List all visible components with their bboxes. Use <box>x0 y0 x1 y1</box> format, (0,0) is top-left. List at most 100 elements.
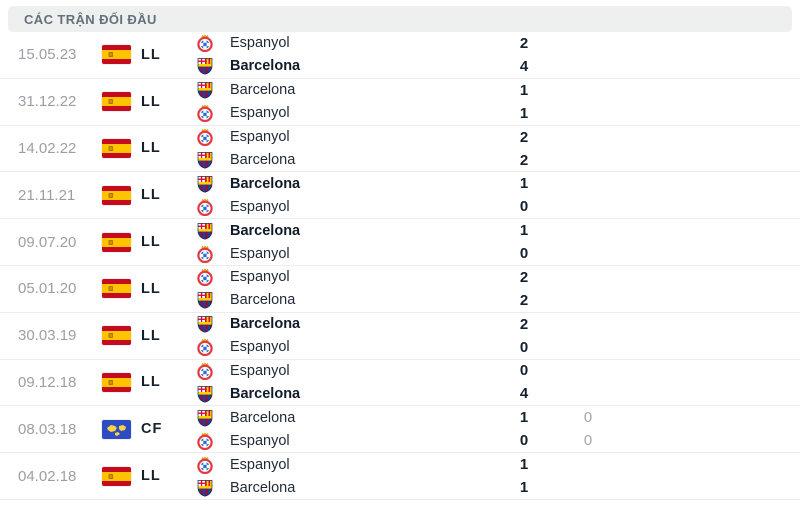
match-date: 08.03.18 <box>18 420 77 438</box>
away-team-score: 0 <box>519 432 529 450</box>
home-team-name: Barcelona <box>230 222 301 239</box>
competition-label: LL <box>141 187 161 204</box>
espanyol-logo-icon <box>196 128 214 146</box>
barcelona-logo-icon <box>196 291 214 309</box>
home-team-name: Espanyol <box>230 269 290 286</box>
competition: LL <box>102 185 194 205</box>
home-team-line: Espanyol 2 <box>194 32 800 55</box>
espanyol-logo-icon <box>196 34 214 53</box>
spain-flag-icon <box>102 185 131 205</box>
espanyol-logo-icon <box>196 432 214 450</box>
home-team-score: 1 <box>519 409 529 427</box>
away-team-score: 1 <box>519 104 529 122</box>
spain-flag-icon <box>102 279 131 299</box>
match-row[interactable]: 15.05.23 LL Espanyol 2 Barcelona 4 <box>0 32 800 79</box>
match-date: 30.03.19 <box>18 327 77 345</box>
home-team-line: Barcelona 1 0 <box>194 406 800 429</box>
spain-flag-icon <box>102 326 131 346</box>
espanyol-logo-icon <box>196 338 214 357</box>
home-team-line: Barcelona 1 <box>194 79 800 102</box>
home-team-name: Espanyol <box>230 35 290 52</box>
match-row[interactable]: 30.03.19 LL Barcelona 2 Espanyol 0 <box>0 313 800 360</box>
match-date: 21.11.21 <box>18 186 76 204</box>
espanyol-logo-icon <box>196 362 214 380</box>
competition: LL <box>102 326 194 346</box>
spain-flag-icon <box>102 372 131 392</box>
away-team-score: 2 <box>519 151 529 169</box>
away-team-name: Espanyol <box>230 105 290 122</box>
competition: LL <box>102 92 194 112</box>
competition: LL <box>102 279 194 299</box>
spain-flag-icon <box>102 92 131 112</box>
head-to-head-widget: CÁC TRẬN ĐỐI ĐẦU 15.05.23 LL Espanyol 2 … <box>0 6 800 506</box>
home-team-line: Espanyol 1 <box>194 453 800 476</box>
home-team-score: 1 <box>519 456 529 474</box>
teams: Barcelona 1 Espanyol 1 <box>194 79 800 125</box>
competition-label: LL <box>141 327 161 344</box>
competition: LL <box>102 466 194 486</box>
spain-flag-icon <box>102 138 131 158</box>
match-row[interactable]: 09.07.20 LL Barcelona 1 Espanyol 0 <box>0 219 800 266</box>
away-team-line: Barcelona 2 <box>194 149 800 172</box>
competition-label: LL <box>141 468 161 485</box>
barcelona-logo-icon <box>196 315 214 333</box>
espanyol-logo-icon <box>196 104 214 123</box>
match-date: 14.02.22 <box>18 139 77 157</box>
match-row[interactable]: 14.02.22 LL Espanyol 2 Barcelona 2 <box>0 126 800 173</box>
home-team-line: Barcelona 1 <box>194 172 800 195</box>
espanyol-logo-icon <box>196 245 214 263</box>
match-row[interactable]: 05.01.20 LL Espanyol 2 Barcelona 2 <box>0 266 800 313</box>
match-row[interactable]: 04.02.18 LL Espanyol 1 Barcelona 1 <box>0 453 800 500</box>
competition-label: LL <box>141 93 161 110</box>
home-team-score: 0 <box>519 362 529 380</box>
home-team-name: Barcelona <box>230 409 296 426</box>
away-team-score: 2 <box>519 291 529 309</box>
home-team-score: 2 <box>519 268 529 286</box>
barcelona-logo-icon <box>196 57 214 75</box>
match-row[interactable]: 08.03.18 CF Barcelona 1 0 Espanyol 0 0 <box>0 406 800 454</box>
home-team-line: Espanyol 2 <box>194 126 800 149</box>
competition-label: CF <box>141 421 163 438</box>
club-friendly-flag-icon <box>102 419 131 439</box>
barcelona-logo-icon <box>196 479 214 497</box>
home-team-score: 1 <box>519 175 529 193</box>
match-date: 31.12.22 <box>18 93 77 111</box>
away-team-name: Espanyol <box>230 198 290 215</box>
teams: Espanyol 1 Barcelona 1 <box>194 453 800 499</box>
competition: LL <box>102 45 194 65</box>
away-team-score: 0 <box>519 245 529 263</box>
teams: Espanyol 0 Barcelona 4 <box>194 359 800 405</box>
away-team-secondary-score: 0 <box>583 432 593 450</box>
away-team-score: 4 <box>519 385 529 403</box>
home-team-secondary-score: 0 <box>583 409 593 427</box>
competition: CF <box>102 419 194 439</box>
spain-flag-icon <box>102 466 131 486</box>
competition-label: LL <box>141 234 161 251</box>
competition: LL <box>102 372 194 392</box>
teams: Barcelona 1 Espanyol 0 <box>194 172 800 218</box>
home-team-name: Barcelona <box>230 316 301 333</box>
competition-label: LL <box>141 374 161 391</box>
match-date: 04.02.18 <box>18 467 77 485</box>
competition: LL <box>102 232 194 252</box>
barcelona-logo-icon <box>196 385 214 403</box>
barcelona-logo-icon <box>196 81 214 99</box>
match-row[interactable]: 21.11.21 LL Barcelona 1 Espanyol 0 <box>0 172 800 220</box>
away-team-name: Barcelona <box>230 58 301 75</box>
match-row[interactable]: 31.12.22 LL Barcelona 1 Espanyol 1 <box>0 79 800 126</box>
home-team-name: Barcelona <box>230 82 296 99</box>
home-team-name: Espanyol <box>230 362 290 379</box>
away-team-line: Espanyol 1 <box>194 102 800 125</box>
teams: Barcelona 2 Espanyol 0 <box>194 313 800 359</box>
home-team-score: 2 <box>519 128 529 146</box>
away-team-name: Barcelona <box>230 385 301 402</box>
home-team-name: Barcelona <box>230 175 301 192</box>
away-team-line: Espanyol 0 <box>194 242 800 265</box>
match-row[interactable]: 09.12.18 LL Espanyol 0 Barcelona 4 <box>0 360 800 407</box>
espanyol-logo-icon <box>196 456 214 474</box>
espanyol-logo-icon <box>196 198 214 216</box>
away-team-name: Barcelona <box>230 479 296 496</box>
spain-flag-icon <box>102 232 131 252</box>
home-team-line: Barcelona 1 <box>194 219 800 242</box>
away-team-line: Espanyol 0 <box>194 195 800 218</box>
